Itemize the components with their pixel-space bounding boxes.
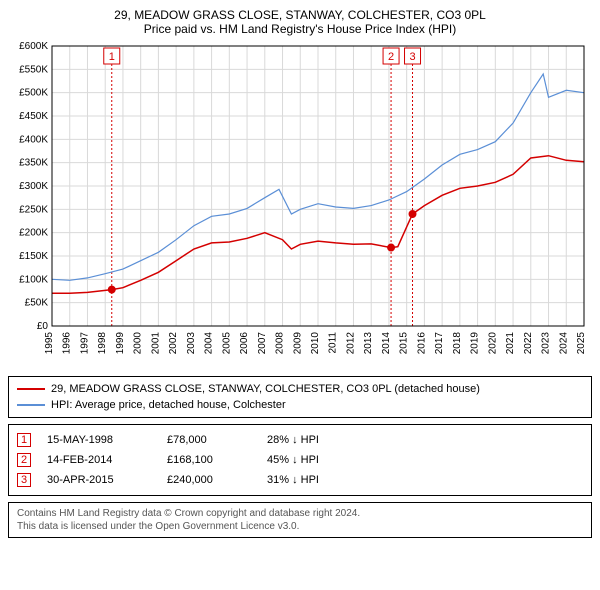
legend-row: HPI: Average price, detached house, Colc… (17, 397, 583, 413)
svg-text:2014: 2014 (381, 332, 392, 355)
svg-text:£200K: £200K (19, 228, 48, 239)
svg-text:3: 3 (409, 51, 415, 63)
svg-text:£550K: £550K (19, 64, 48, 75)
svg-text:2: 2 (388, 51, 394, 63)
svg-text:2007: 2007 (257, 332, 268, 355)
legend-swatch (17, 404, 45, 406)
svg-text:£450K: £450K (19, 111, 48, 122)
svg-text:2020: 2020 (487, 332, 498, 355)
legend-label: 29, MEADOW GRASS CLOSE, STANWAY, COLCHES… (51, 383, 480, 395)
transaction-marker: 2 (17, 453, 31, 467)
svg-text:1999: 1999 (115, 332, 126, 355)
svg-text:2015: 2015 (399, 332, 410, 355)
svg-text:2018: 2018 (452, 332, 463, 355)
svg-text:1998: 1998 (97, 332, 108, 355)
svg-text:£300K: £300K (19, 181, 48, 192)
transaction-marker: 3 (17, 473, 31, 487)
svg-text:£400K: £400K (19, 134, 48, 145)
svg-text:2006: 2006 (239, 332, 250, 355)
svg-text:2013: 2013 (363, 332, 374, 355)
title-line-2: Price paid vs. HM Land Registry's House … (8, 22, 592, 36)
legend-label: HPI: Average price, detached house, Colc… (51, 399, 286, 411)
transaction-diff: 28% ↓ HPI (267, 434, 387, 446)
transaction-diff: 45% ↓ HPI (267, 454, 387, 466)
transaction-date: 15-MAY-1998 (47, 434, 167, 446)
svg-text:2008: 2008 (275, 332, 286, 355)
chart-area: £0 £50K £100K £150K £200K £250K £300K £350K £400… (8, 40, 592, 370)
copyright-notice: Contains HM Land Registry data © Crown c… (8, 502, 592, 538)
line-chart: £0 £50K £100K £150K £200K £250K £300K £350K £400… (8, 40, 592, 370)
svg-text:1995: 1995 (44, 332, 55, 355)
transaction-diff: 31% ↓ HPI (267, 474, 387, 486)
svg-text:£500K: £500K (19, 88, 48, 99)
transaction-price: £168,100 (167, 454, 267, 466)
svg-text:2023: 2023 (541, 332, 552, 355)
svg-text:£0: £0 (37, 321, 49, 332)
chart-titles: 29, MEADOW GRASS CLOSE, STANWAY, COLCHES… (8, 8, 592, 36)
title-line-1: 29, MEADOW GRASS CLOSE, STANWAY, COLCHES… (8, 8, 592, 22)
transaction-price: £78,000 (167, 434, 267, 446)
svg-text:2005: 2005 (221, 332, 232, 355)
copyright-line-1: Contains HM Land Registry data © Crown c… (17, 507, 583, 520)
svg-text:£100K: £100K (19, 274, 48, 285)
svg-text:2002: 2002 (168, 332, 179, 355)
svg-text:2024: 2024 (558, 332, 569, 355)
svg-text:£50K: £50K (25, 298, 49, 309)
transactions-table: 1 15-MAY-1998£78,00028% ↓ HPI 2 14-FEB-2014… (8, 424, 592, 496)
svg-text:2017: 2017 (434, 332, 445, 355)
svg-text:£350K: £350K (19, 158, 48, 169)
svg-text:2004: 2004 (204, 332, 215, 355)
svg-text:2019: 2019 (470, 332, 481, 355)
transaction-date: 30-APR-2015 (47, 474, 167, 486)
svg-text:2022: 2022 (523, 332, 534, 355)
svg-text:2012: 2012 (345, 332, 356, 355)
transaction-marker: 1 (17, 433, 31, 447)
svg-text:1996: 1996 (62, 332, 73, 355)
legend-row: 29, MEADOW GRASS CLOSE, STANWAY, COLCHES… (17, 381, 583, 397)
legend: 29, MEADOW GRASS CLOSE, STANWAY, COLCHES… (8, 376, 592, 418)
svg-text:2010: 2010 (310, 332, 321, 355)
svg-text:£250K: £250K (19, 204, 48, 215)
legend-swatch (17, 388, 45, 390)
svg-text:2000: 2000 (133, 332, 144, 355)
svg-text:2011: 2011 (328, 332, 339, 354)
svg-text:2003: 2003 (186, 332, 197, 355)
transaction-date: 14-FEB-2014 (47, 454, 167, 466)
svg-text:2009: 2009 (292, 332, 303, 355)
svg-text:1: 1 (109, 51, 115, 63)
svg-text:1997: 1997 (79, 332, 90, 355)
svg-text:2001: 2001 (150, 332, 161, 355)
svg-text:2016: 2016 (416, 332, 427, 355)
svg-text:£600K: £600K (19, 41, 48, 52)
copyright-line-2: This data is licensed under the Open Gov… (17, 520, 583, 533)
transaction-price: £240,000 (167, 474, 267, 486)
svg-text:£150K: £150K (19, 251, 48, 262)
svg-text:2025: 2025 (576, 332, 587, 355)
svg-text:2021: 2021 (505, 332, 516, 355)
